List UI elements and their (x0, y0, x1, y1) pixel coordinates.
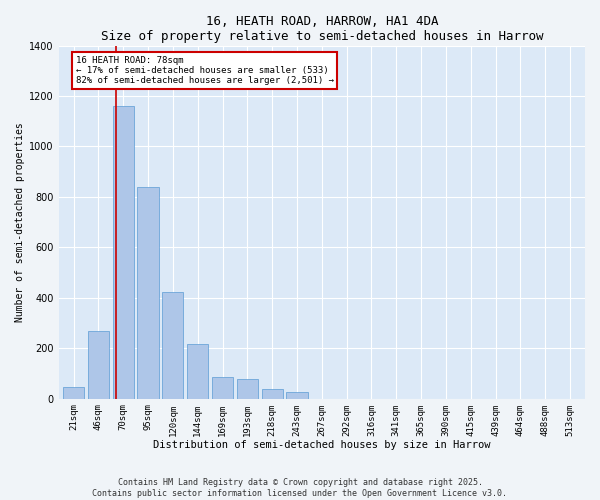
Y-axis label: Number of semi-detached properties: Number of semi-detached properties (15, 122, 25, 322)
Bar (137, 187, 158, 398)
Bar (88, 330, 109, 398)
X-axis label: Distribution of semi-detached houses by size in Harrow: Distribution of semi-detached houses by … (153, 440, 491, 450)
Text: 16 HEATH ROAD: 78sqm
← 17% of semi-detached houses are smaller (533)
82% of semi: 16 HEATH ROAD: 78sqm ← 17% of semi-detac… (76, 56, 334, 86)
Bar (212, 378, 233, 398)
Bar (163, 292, 184, 399)
Bar (63, 388, 84, 398)
Bar (286, 392, 308, 398)
Title: 16, HEATH ROAD, HARROW, HA1 4DA
Size of property relative to semi-detached house: 16, HEATH ROAD, HARROW, HA1 4DA Size of … (101, 15, 543, 43)
Bar (187, 344, 208, 399)
Bar (237, 378, 258, 398)
Bar (262, 388, 283, 398)
Text: Contains HM Land Registry data © Crown copyright and database right 2025.
Contai: Contains HM Land Registry data © Crown c… (92, 478, 508, 498)
Bar (113, 106, 134, 399)
